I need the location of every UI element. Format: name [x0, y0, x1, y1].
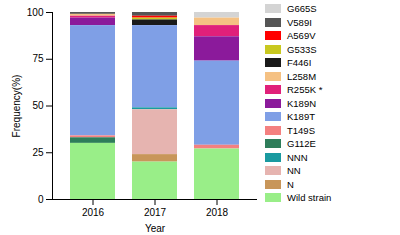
svg-text:0: 0: [38, 194, 44, 205]
html-text:G533S: G533S: [287, 43, 317, 55]
svg-text:25: 25: [32, 147, 44, 158]
html-text:L258M: L258M: [287, 70, 317, 82]
html-text:R255K *: R255K *: [287, 84, 323, 95]
html-text:NN: NN: [287, 165, 301, 176]
html-text:G112E: G112E: [287, 138, 316, 149]
html-text:K189T: K189T: [287, 111, 315, 122]
svg-text:2017: 2017: [144, 207, 167, 218]
svg-text:100: 100: [27, 7, 44, 18]
svg-text:2016: 2016: [82, 207, 105, 218]
html-text:Wild strain: Wild strain: [287, 192, 332, 203]
svg-text:2018: 2018: [206, 207, 229, 218]
html-text:K189N: K189N: [287, 97, 317, 109]
svg-text:Year: Year: [145, 223, 166, 234]
html-text:F446I: F446I: [287, 57, 312, 68]
html-text:A569V: A569V: [287, 30, 316, 41]
html-text:V589I: V589I: [287, 16, 312, 28]
html-text:T149S: T149S: [287, 124, 315, 136]
html-text:NNN: NNN: [287, 151, 308, 163]
html-text:G665S: G665S: [287, 3, 317, 14]
svg-text:50: 50: [32, 100, 44, 111]
html-text:N: N: [287, 178, 294, 190]
svg-text:Frequency(%): Frequency(%): [11, 75, 22, 138]
svg-text:75: 75: [32, 53, 44, 64]
